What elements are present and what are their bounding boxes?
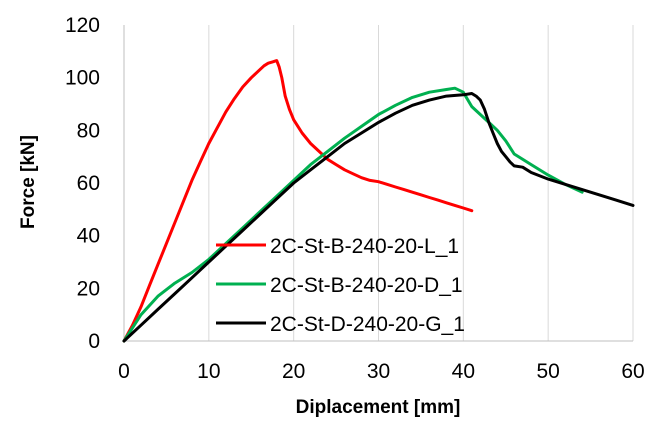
- y-tick-label: 60: [77, 172, 100, 195]
- y-tick-label: 120: [65, 14, 100, 37]
- series-layer: [122, 59, 635, 343]
- x-tick-label: 10: [197, 360, 220, 383]
- y-tick-label: 0: [88, 330, 100, 353]
- tick-labels: 0 10 20 30 40 50 60 0 20 40 60 80 100 120: [65, 14, 645, 383]
- legend-label-2: 2C-St-B-240-20-D_1: [270, 274, 463, 297]
- legend: 2C-St-B-240-20-L_1 2C-St-B-240-20-D_1 2C-S…: [216, 235, 465, 336]
- legend-label-1: 2C-St-B-240-20-L_1: [270, 235, 459, 258]
- series-line-3: [122, 92, 635, 343]
- x-tick-label: 50: [536, 360, 559, 383]
- x-tick-label: 0: [118, 360, 130, 383]
- y-tick-label: 40: [77, 225, 100, 248]
- axes: [123, 25, 633, 342]
- x-axis-title: Diplacement [mm]: [296, 397, 461, 418]
- y-axis-title: Force [kN]: [18, 135, 39, 229]
- series-line-1: [122, 59, 474, 343]
- x-tick-label: 20: [282, 360, 305, 383]
- x-tick-label: 40: [452, 360, 475, 383]
- x-tick-label: 60: [621, 360, 644, 383]
- y-tick-label: 80: [77, 119, 100, 142]
- legend-label-3: 2C-St-D-240-20-G_1: [270, 313, 465, 336]
- x-tick-label: 30: [367, 360, 390, 383]
- series-line-2: [122, 86, 584, 343]
- y-tick-label: 20: [77, 277, 100, 300]
- y-tick-label: 100: [65, 67, 100, 90]
